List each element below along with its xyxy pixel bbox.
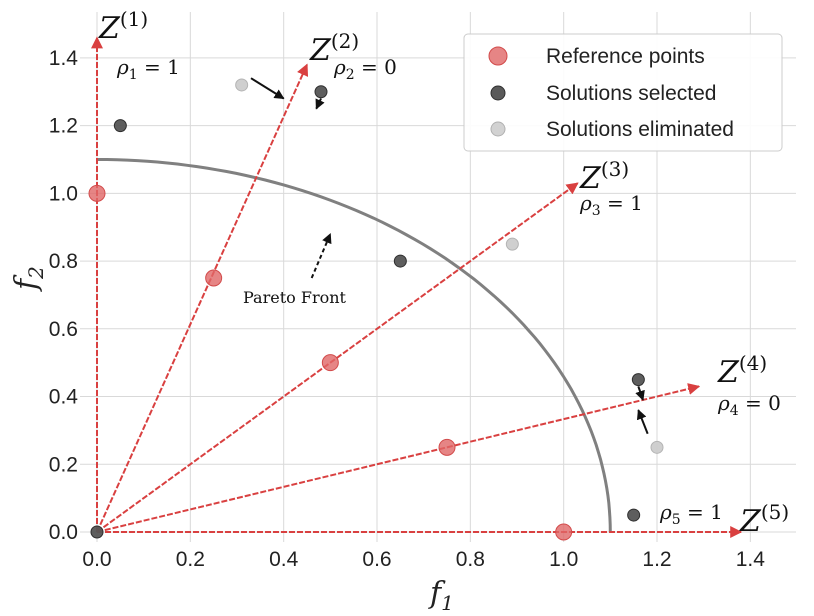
rho3-label: ρ3 = 1 <box>579 191 643 219</box>
pareto-front-label: Pareto Front <box>243 288 347 307</box>
y-tick-label: 1.2 <box>49 115 78 138</box>
legend-marker-eliminated <box>490 121 506 137</box>
direction-labels: Z(1) ρ1 = 1 Z(2) ρ2 = 0 Z(3) ρ3 = 1 Z(4)… <box>98 7 789 539</box>
reference-point <box>321 354 339 372</box>
direction-arrow-3 <box>96 182 579 533</box>
x-tick-label: 0.2 <box>176 548 205 571</box>
selected-solution-point <box>90 525 104 539</box>
x-tick-label: 0.4 <box>269 548 299 571</box>
x-tick-label: 0.8 <box>456 548 485 571</box>
x-tick-label: 0.6 <box>362 548 391 571</box>
y-tick-label: 0.2 <box>49 453 78 476</box>
selected-solution-point <box>627 508 641 522</box>
reference-point <box>438 438 456 456</box>
selected-solution-point <box>631 373 645 387</box>
reference-point <box>205 269 223 287</box>
direction-arrow-2 <box>96 63 309 533</box>
x-tick-label: 1.4 <box>736 548 766 571</box>
y-axis-ticks: 0.0 0.2 0.4 0.6 0.8 1.0 1.2 1.4 <box>49 47 79 544</box>
selected-solution-point <box>393 254 407 268</box>
annotation-arrow <box>635 386 645 401</box>
reference-point <box>555 523 573 541</box>
eliminated-solution-point <box>235 78 249 92</box>
data-points <box>88 78 664 541</box>
legend-marker-selected <box>490 85 506 101</box>
selected-solution-point <box>113 119 127 133</box>
eliminated-solution-point <box>650 440 664 454</box>
direction-arrow-4 <box>96 383 701 533</box>
y-tick-label: 0.4 <box>49 386 79 409</box>
eliminated-solution-point <box>505 237 519 251</box>
rho2-label: ρ2 = 0 <box>333 55 397 83</box>
x-axis-label: f1 <box>428 576 454 615</box>
rho4-label: ρ4 = 0 <box>717 391 781 419</box>
y-axis-label: f2 <box>9 266 48 292</box>
rho1-label: ρ1 = 1 <box>116 55 180 83</box>
selected-solution-point <box>314 85 328 99</box>
legend-marker-reference <box>488 46 508 66</box>
legend-label-eliminated: Solutions eliminated <box>546 118 734 141</box>
y-tick-label: 0.0 <box>49 521 78 544</box>
y-tick-label: 1.0 <box>49 182 78 205</box>
y-tick-label: 0.6 <box>49 318 78 341</box>
z5-label: Z(5) <box>739 500 789 539</box>
annotation-arrows <box>250 77 649 435</box>
legend-box <box>463 33 783 152</box>
rho5-label: ρ5 = 1 <box>659 500 723 528</box>
legend: Reference points Solutions selected Solu… <box>463 33 783 152</box>
annotation-arrow <box>315 98 325 110</box>
y-tick-label: 0.8 <box>49 250 78 273</box>
annotation-arrow <box>636 409 649 435</box>
reference-point <box>88 184 106 202</box>
annotation-arrow <box>250 77 285 100</box>
z1-label: Z(1) <box>98 7 148 46</box>
x-tick-label: 0.0 <box>82 548 111 571</box>
annotation-arrow <box>310 233 332 279</box>
z3-label: Z(3) <box>579 157 629 196</box>
reference-directions <box>91 36 743 538</box>
z4-label: Z(4) <box>717 351 767 390</box>
z2-label: Z(2) <box>309 29 359 68</box>
x-tick-label: 1.2 <box>642 548 671 571</box>
y-tick-label: 1.4 <box>49 47 79 70</box>
x-axis-ticks: 0.0 0.2 0.4 0.6 0.8 1.0 1.2 1.4 <box>82 548 765 571</box>
legend-label-selected: Solutions selected <box>546 82 716 105</box>
legend-label-reference: Reference points <box>546 45 705 68</box>
x-tick-label: 1.0 <box>549 548 578 571</box>
